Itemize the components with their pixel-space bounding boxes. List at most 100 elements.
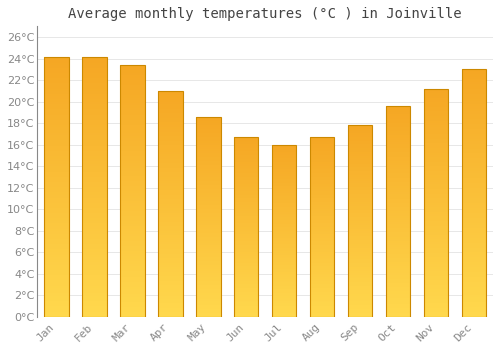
Bar: [462, 163, 486, 166]
Bar: [158, 134, 182, 136]
Bar: [158, 231, 182, 233]
Bar: [462, 183, 486, 186]
Bar: [196, 251, 220, 253]
Bar: [82, 293, 106, 296]
Bar: [462, 247, 486, 250]
Bar: [234, 218, 258, 220]
Bar: [272, 270, 296, 272]
Bar: [424, 294, 448, 296]
Bar: [424, 221, 448, 223]
Bar: [462, 238, 486, 240]
Bar: [158, 197, 182, 199]
Bar: [196, 297, 220, 299]
Bar: [196, 231, 220, 233]
Bar: [462, 289, 486, 292]
Bar: [120, 105, 144, 108]
Bar: [462, 302, 486, 304]
Bar: [158, 147, 182, 149]
Bar: [196, 215, 220, 217]
Bar: [158, 211, 182, 213]
Bar: [44, 278, 68, 280]
Bar: [348, 173, 372, 175]
Bar: [82, 73, 106, 76]
Bar: [120, 108, 144, 110]
Bar: [424, 214, 448, 216]
Bar: [348, 202, 372, 204]
Bar: [348, 303, 372, 305]
Bar: [310, 243, 334, 245]
Bar: [462, 196, 486, 198]
Bar: [272, 160, 296, 162]
Bar: [424, 260, 448, 262]
Bar: [310, 160, 334, 162]
Bar: [158, 188, 182, 190]
Bar: [348, 286, 372, 288]
Bar: [462, 188, 486, 191]
Bar: [158, 245, 182, 247]
Bar: [44, 161, 68, 164]
Bar: [386, 292, 410, 294]
Bar: [158, 195, 182, 197]
Bar: [158, 253, 182, 256]
Bar: [196, 241, 220, 243]
Bar: [82, 195, 106, 197]
Bar: [272, 145, 296, 317]
Bar: [424, 287, 448, 289]
Bar: [82, 174, 106, 177]
Bar: [386, 121, 410, 123]
Bar: [234, 193, 258, 195]
Bar: [82, 265, 106, 267]
Bar: [120, 65, 144, 68]
Bar: [44, 65, 68, 68]
Bar: [272, 279, 296, 281]
Bar: [44, 89, 68, 91]
Bar: [44, 254, 68, 257]
Bar: [348, 307, 372, 309]
Bar: [234, 171, 258, 173]
Bar: [120, 83, 144, 85]
Bar: [44, 241, 68, 244]
Bar: [386, 216, 410, 218]
Bar: [196, 137, 220, 139]
Bar: [234, 268, 258, 270]
Bar: [386, 279, 410, 281]
Bar: [386, 256, 410, 258]
Bar: [234, 152, 258, 153]
Bar: [386, 289, 410, 292]
Bar: [348, 125, 372, 317]
Bar: [462, 119, 486, 121]
Bar: [424, 207, 448, 210]
Bar: [386, 193, 410, 195]
Bar: [462, 277, 486, 280]
Bar: [82, 270, 106, 273]
Bar: [310, 229, 334, 231]
Bar: [310, 186, 334, 187]
Bar: [462, 201, 486, 203]
Bar: [196, 157, 220, 159]
Bar: [158, 265, 182, 267]
Bar: [120, 224, 144, 226]
Bar: [310, 254, 334, 256]
Bar: [120, 254, 144, 256]
Bar: [120, 214, 144, 216]
Bar: [272, 224, 296, 225]
Bar: [310, 215, 334, 216]
Bar: [196, 315, 220, 317]
Bar: [44, 197, 68, 200]
Bar: [272, 198, 296, 200]
Bar: [462, 210, 486, 213]
Bar: [82, 296, 106, 299]
Bar: [44, 286, 68, 288]
Bar: [386, 173, 410, 175]
Bar: [272, 222, 296, 224]
Bar: [82, 239, 106, 241]
Bar: [44, 283, 68, 286]
Bar: [386, 171, 410, 173]
Bar: [348, 282, 372, 284]
Bar: [120, 125, 144, 128]
Bar: [82, 314, 106, 317]
Bar: [272, 191, 296, 193]
Bar: [272, 291, 296, 293]
Bar: [120, 251, 144, 254]
Bar: [348, 246, 372, 248]
